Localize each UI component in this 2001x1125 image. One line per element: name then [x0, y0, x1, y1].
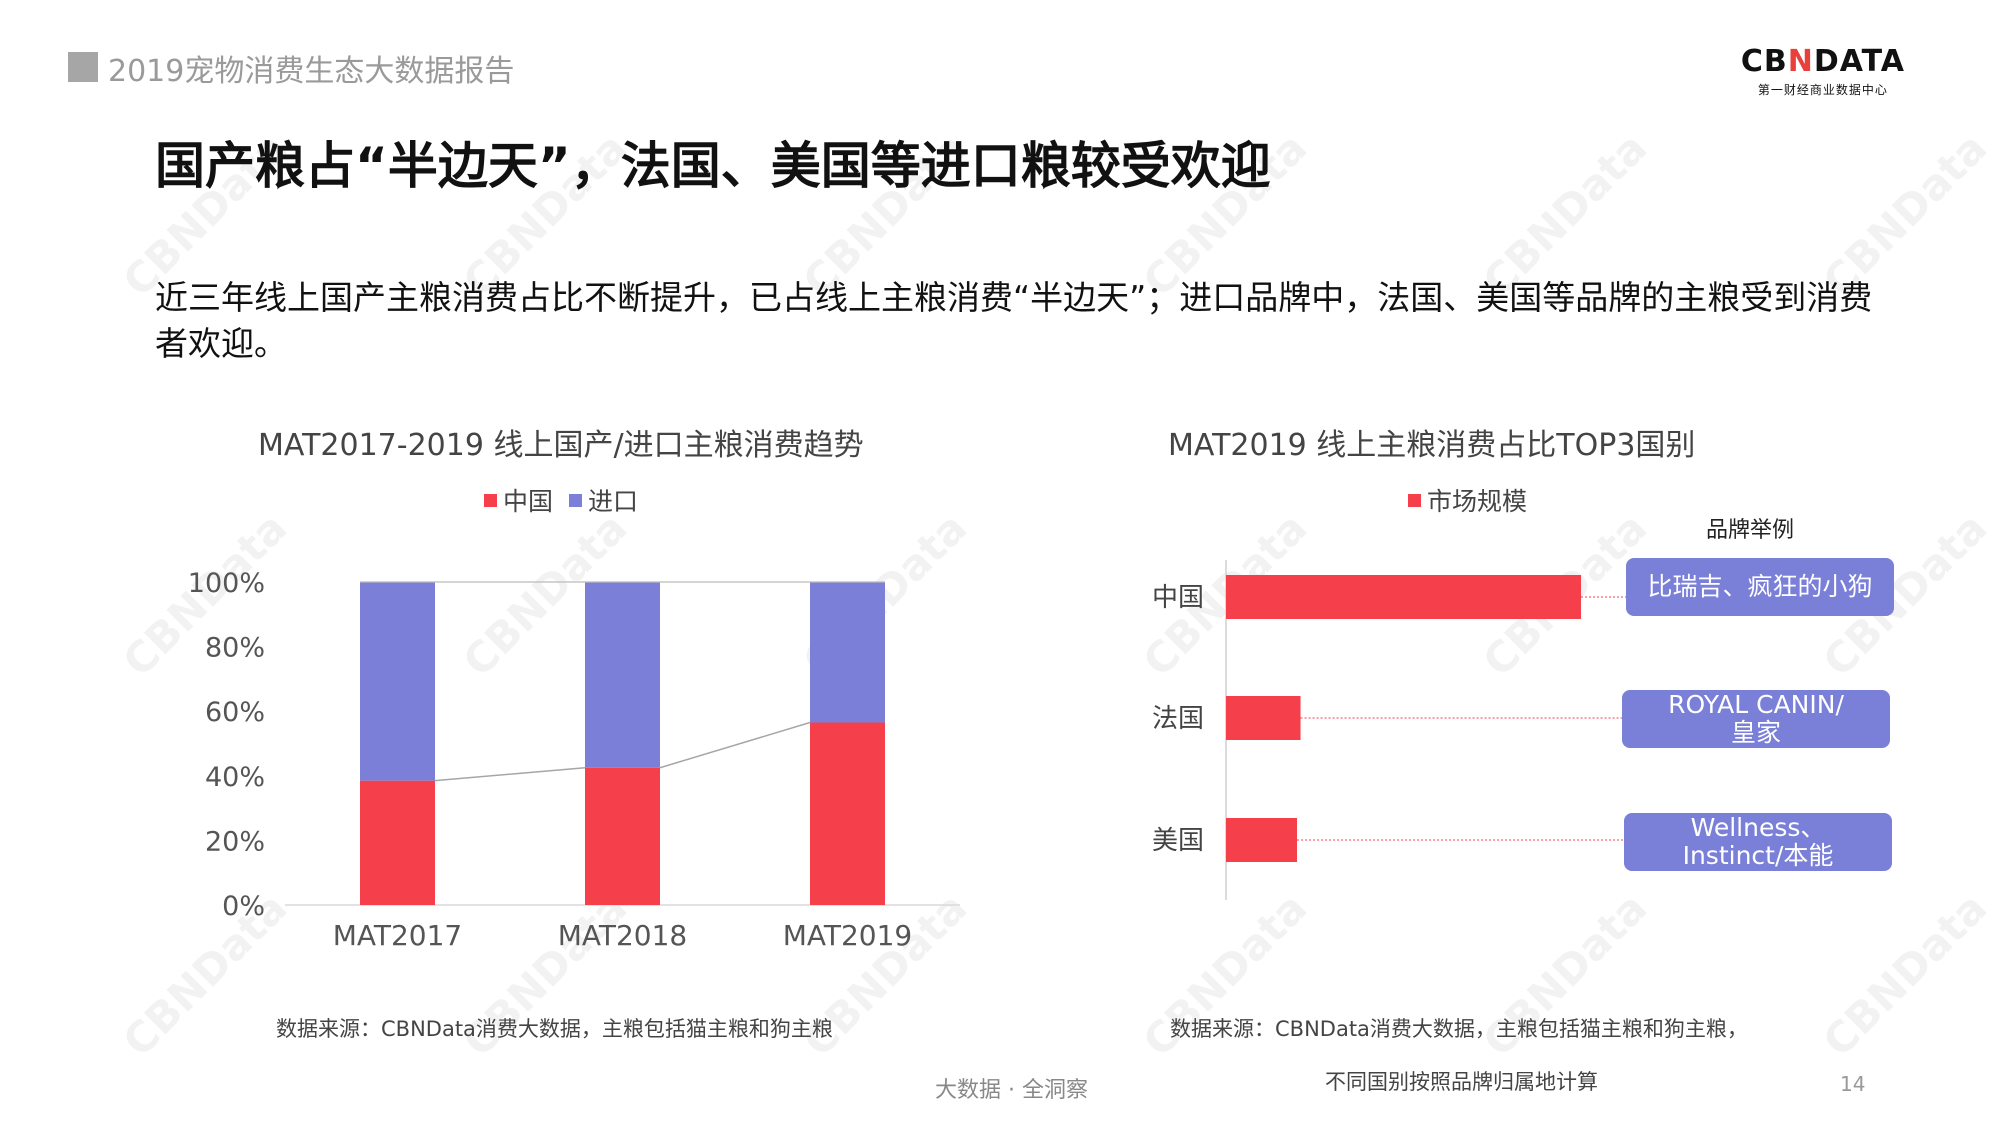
logo-wordmark: CBNDATA [1741, 44, 1905, 79]
right-chart-source-line2: 不同国别按照品牌归属地计算 [1325, 1070, 1598, 1094]
right-chart-title: MAT2019 线上主粮消费占比TOP3国别 [1168, 428, 1696, 463]
series-connector-line [659, 721, 811, 769]
category-label: 美国 [1152, 826, 1204, 856]
brand-example-header: 品牌举例 [1706, 518, 1795, 543]
footer-tagline: 大数据 · 全洞察 [935, 1078, 1088, 1103]
logo-part-n: N [1787, 44, 1814, 79]
x-tick-label: MAT2018 [558, 919, 688, 952]
legend-swatch-import [569, 493, 583, 507]
legend-label-import: 进口 [588, 487, 639, 516]
brand-box-china: 比瑞吉、疯狂的小狗 [1626, 558, 1894, 616]
logo-subtitle: 第一财经商业数据中心 [1757, 83, 1888, 97]
slide-subtitle: 近三年线上国产主粮消费占比不断提升，已占线上主粮消费“半边天”；进口品牌中，法国… [155, 278, 1873, 363]
x-tick-label: MAT2019 [783, 919, 913, 952]
y-tick-label: 60% [205, 697, 265, 728]
y-tick-label: 40% [205, 762, 265, 793]
cbndata-logo: CBNDATA 第一财经商业数据中心 [1741, 44, 1905, 98]
report-title: 2019宠物消费生态大数据报告 [108, 54, 515, 89]
header-mark [68, 52, 98, 82]
logo-part-data: DATA [1813, 44, 1905, 79]
category-label: 法国 [1152, 704, 1204, 734]
y-tick-label: 0% [222, 891, 265, 922]
category-label: 中国 [1152, 583, 1204, 613]
left-chart-source: 数据来源：CBNData消费大数据，主粮包括猫主粮和狗主粮 [276, 1017, 833, 1041]
legend-label-market: 市场规模 [1427, 487, 1528, 516]
left-chart-legend: 中国 进口 [484, 482, 654, 518]
bar-market-size [1226, 696, 1301, 740]
x-tick-label: MAT2017 [333, 919, 463, 952]
legend-swatch-market [1408, 493, 1421, 507]
bar-china [810, 722, 885, 905]
logo-part-cb: CB [1740, 44, 1788, 79]
bar-import [810, 582, 885, 723]
legend-item-import: 进口 [569, 482, 638, 518]
y-tick-label: 80% [205, 633, 265, 664]
y-tick-label: 100% [188, 568, 265, 599]
bar-import [585, 582, 660, 768]
legend-swatch-china [484, 493, 497, 507]
brand-box-usa: Wellness、 Instinct/本能 [1624, 813, 1892, 871]
bar-china [585, 767, 660, 905]
brand-box-france: ROYAL CANIN/ 皇家 [1622, 690, 1890, 748]
bar-market-size [1226, 575, 1581, 619]
y-tick-label: 20% [205, 826, 265, 857]
bar-china [360, 780, 435, 905]
slide-title: 国产粮占“半边天”，法国、美国等进口粮较受欢迎 [155, 137, 1271, 195]
left-chart-title: MAT2017-2019 线上国产/进口主粮消费趋势 [258, 428, 864, 463]
right-chart-legend: 市场规模 [1408, 482, 1543, 518]
series-connector-line [434, 766, 586, 782]
page-number: 14 [1840, 1072, 1866, 1096]
legend-item-market: 市场规模 [1408, 482, 1527, 518]
bar-market-size [1226, 818, 1297, 862]
legend-label-china: 中国 [503, 487, 554, 516]
bar-import [360, 582, 435, 781]
right-chart-source-line1: 数据来源：CBNData消费大数据，主粮包括猫主粮和狗主粮， [1170, 1017, 1748, 1041]
legend-item-china: 中国 [484, 482, 553, 518]
